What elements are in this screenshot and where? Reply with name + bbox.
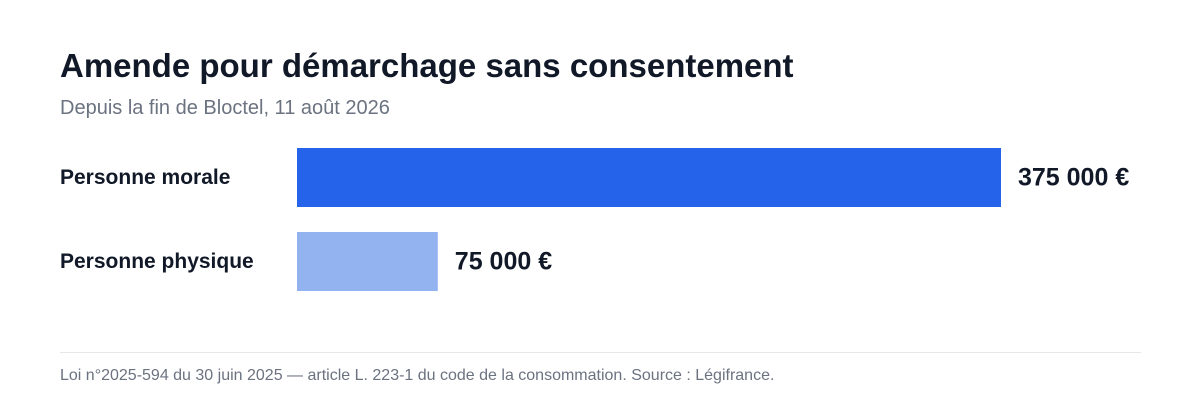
value-label: 75 000 € xyxy=(455,248,552,276)
chart-subtitle: Depuis la fin de Bloctel, 11 août 2026 xyxy=(60,97,390,119)
value-label: 375 000 € xyxy=(1018,164,1129,192)
category-label: Personne morale xyxy=(60,166,230,189)
bar-chart: Personne morale 375 000 € Personne physiqu… xyxy=(60,148,1129,291)
source-note: Loi n°2025-594 du 30 juin 2025 — article… xyxy=(60,367,775,384)
footer-divider xyxy=(60,352,1141,353)
category-label: Personne physique xyxy=(60,250,254,273)
bar xyxy=(297,232,438,291)
chart-title: Amende pour démarchage sans consentement xyxy=(60,47,794,84)
bar xyxy=(297,148,1001,207)
